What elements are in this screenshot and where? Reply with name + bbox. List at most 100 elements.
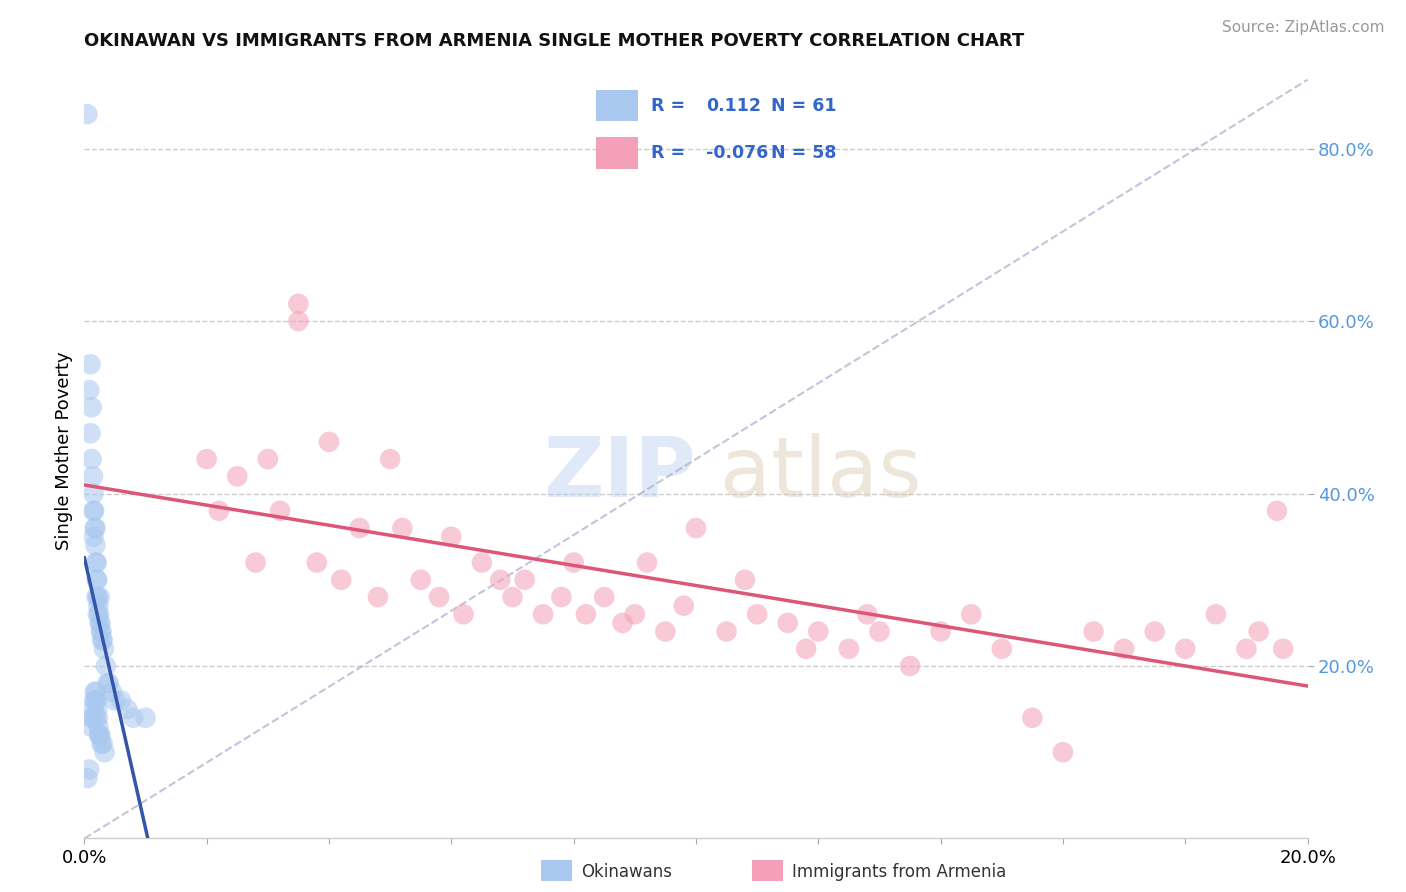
Point xyxy=(89,728,111,742)
Point xyxy=(489,573,512,587)
Point xyxy=(101,685,124,699)
Point xyxy=(440,530,463,544)
Point xyxy=(776,615,799,630)
Text: R =: R = xyxy=(651,97,697,115)
Point xyxy=(104,693,127,707)
Point xyxy=(83,702,105,716)
Point xyxy=(550,590,572,604)
Point xyxy=(672,599,695,613)
Point xyxy=(83,504,105,518)
Point xyxy=(76,771,98,785)
Point xyxy=(80,401,103,415)
Point xyxy=(734,573,756,587)
Point xyxy=(110,693,132,707)
Point xyxy=(84,685,107,699)
Point xyxy=(1272,641,1295,656)
Text: R =: R = xyxy=(651,144,692,161)
Point xyxy=(654,624,676,639)
Point xyxy=(79,719,101,733)
Point xyxy=(122,711,145,725)
Point xyxy=(89,615,111,630)
Point xyxy=(86,573,108,587)
Point xyxy=(502,590,524,604)
Point xyxy=(1143,624,1166,639)
Text: OKINAWAN VS IMMIGRANTS FROM ARMENIA SINGLE MOTHER POVERTY CORRELATION CHART: OKINAWAN VS IMMIGRANTS FROM ARMENIA SING… xyxy=(84,32,1025,50)
Point xyxy=(1114,641,1136,656)
Text: Immigrants from Armenia: Immigrants from Armenia xyxy=(792,863,1005,881)
Point xyxy=(257,452,280,467)
Point xyxy=(83,504,105,518)
Point xyxy=(86,573,108,587)
Point xyxy=(77,763,100,777)
Point xyxy=(87,607,110,622)
Text: Okinawans: Okinawans xyxy=(581,863,672,881)
Point xyxy=(84,693,107,707)
Point xyxy=(97,676,120,690)
Text: ZIP: ZIP xyxy=(544,434,696,515)
Point xyxy=(531,607,554,622)
Point xyxy=(90,624,112,639)
Point xyxy=(84,556,107,570)
Point xyxy=(83,530,105,544)
Point xyxy=(83,685,105,699)
Point xyxy=(1265,504,1288,518)
Point xyxy=(83,521,105,535)
Point xyxy=(91,633,114,648)
Point xyxy=(79,426,101,441)
Point xyxy=(226,469,249,483)
Point xyxy=(82,711,104,725)
Point xyxy=(593,590,616,604)
Point xyxy=(84,521,107,535)
Point xyxy=(84,711,107,725)
Point xyxy=(87,590,110,604)
Point xyxy=(91,737,114,751)
FancyBboxPatch shape xyxy=(596,137,638,169)
Point xyxy=(90,737,112,751)
Point xyxy=(305,556,328,570)
Text: atlas: atlas xyxy=(720,434,922,515)
Point xyxy=(427,590,450,604)
Point xyxy=(83,486,105,500)
Text: 0.112: 0.112 xyxy=(706,97,762,115)
Point xyxy=(82,469,104,483)
Point xyxy=(245,556,267,570)
Point xyxy=(367,590,389,604)
Text: Source: ZipAtlas.com: Source: ZipAtlas.com xyxy=(1222,20,1385,35)
Point xyxy=(409,573,432,587)
Point xyxy=(89,615,111,630)
Point xyxy=(87,607,110,622)
Point xyxy=(80,711,103,725)
Point xyxy=(1174,641,1197,656)
Y-axis label: Single Mother Poverty: Single Mother Poverty xyxy=(55,351,73,549)
Point xyxy=(269,504,291,518)
Point xyxy=(330,573,353,587)
Point xyxy=(86,693,108,707)
Point xyxy=(636,556,658,570)
Point xyxy=(929,624,952,639)
Point xyxy=(86,556,108,570)
Point xyxy=(91,633,114,648)
Point xyxy=(93,745,115,759)
Point xyxy=(453,607,475,622)
Point xyxy=(807,624,830,639)
Point xyxy=(1236,641,1258,656)
Point xyxy=(612,615,634,630)
Point xyxy=(747,607,769,622)
Point xyxy=(1247,624,1270,639)
Point xyxy=(287,314,309,328)
Point xyxy=(76,107,98,121)
Point xyxy=(380,452,402,467)
Text: N = 61: N = 61 xyxy=(770,97,837,115)
Point xyxy=(87,719,110,733)
Point xyxy=(624,607,647,622)
Point xyxy=(349,521,371,535)
Point xyxy=(195,452,218,467)
Point xyxy=(1083,624,1105,639)
Point xyxy=(90,624,112,639)
Point xyxy=(471,556,494,570)
Point xyxy=(838,641,860,656)
Point xyxy=(1052,745,1074,759)
Point xyxy=(513,573,536,587)
Point xyxy=(575,607,598,622)
FancyBboxPatch shape xyxy=(596,90,638,121)
